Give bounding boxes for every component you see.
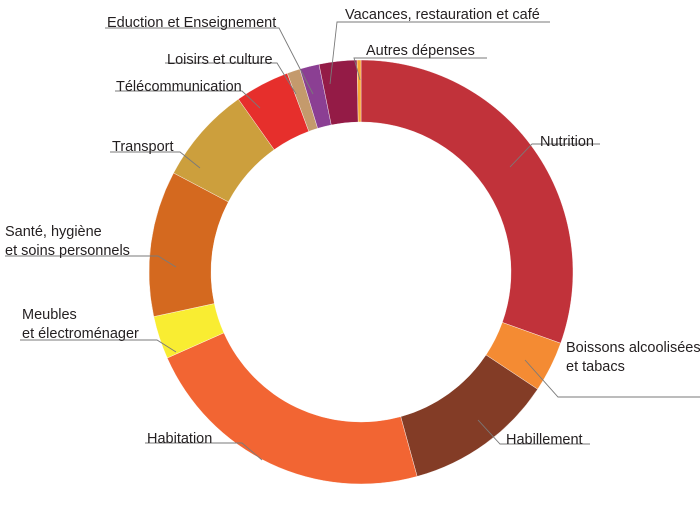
leader-line-2 — [524, 359, 700, 398]
slice-label-10: Eduction et Enseignement — [107, 15, 276, 31]
leader-line-12 — [353, 57, 487, 81]
slice-label-11: Vacances, restauration et café — [345, 7, 540, 23]
slice-label-line: Télécommunication — [116, 79, 242, 95]
slice-label-8: Télécommunication — [116, 79, 242, 95]
slice-labels: Nutrition Boissons alcoolisées et tabacs Ha… — [5, 7, 700, 448]
slice-4 — [166, 332, 418, 485]
slice-label-line: et électroménager — [22, 326, 139, 342]
leader-line-4 — [145, 442, 263, 461]
donut-slices — [148, 59, 574, 485]
slice-label-2: Boissons alcoolisées et tabacs — [566, 340, 700, 375]
leader-line-10 — [105, 27, 314, 95]
slice-label-12: Autres dépenses — [366, 43, 475, 59]
leader-line-7 — [110, 151, 201, 169]
slice-1 — [360, 59, 574, 344]
leader-line-11 — [329, 21, 550, 85]
slice-label-line: Nutrition — [540, 134, 594, 150]
leader-line-1 — [509, 143, 600, 168]
slice-label-4: Habitation — [147, 431, 212, 447]
leader-lines — [5, 21, 700, 461]
slice-label-line: Meubles — [22, 307, 77, 323]
slice-label-3: Habillement — [506, 432, 583, 448]
leader-line-9 — [165, 62, 297, 95]
leader-line-8 — [115, 90, 261, 109]
slice-label-line: Habitation — [147, 431, 212, 447]
slice-label-line: et tabacs — [566, 359, 625, 375]
slice-label-9: Loisirs et culture — [167, 52, 273, 68]
slice-label-5: Meubles et électroménager — [22, 307, 139, 342]
slice-label-line: Boissons alcoolisées — [566, 340, 700, 356]
slice-label-line: Vacances, restauration et café — [345, 7, 540, 23]
slice-label-1: Nutrition — [540, 134, 594, 150]
slice-label-6: Santé, hygiène et soins personnels — [5, 224, 130, 259]
slice-label-7: Transport — [112, 139, 174, 155]
slice-label-line: Autres dépenses — [366, 43, 475, 59]
slice-label-line: Santé, hygiène — [5, 224, 102, 240]
slice-label-line: Loisirs et culture — [167, 52, 273, 68]
slice-label-line: et soins personnels — [5, 243, 130, 259]
slice-label-line: Transport — [112, 139, 174, 155]
slice-label-line: Eduction et Enseignement — [107, 15, 276, 31]
leader-line-3 — [477, 419, 590, 445]
slice-label-line: Habillement — [506, 432, 583, 448]
leader-line-6 — [5, 255, 177, 268]
slice-12 — [356, 59, 362, 123]
leader-line-5 — [20, 339, 177, 353]
